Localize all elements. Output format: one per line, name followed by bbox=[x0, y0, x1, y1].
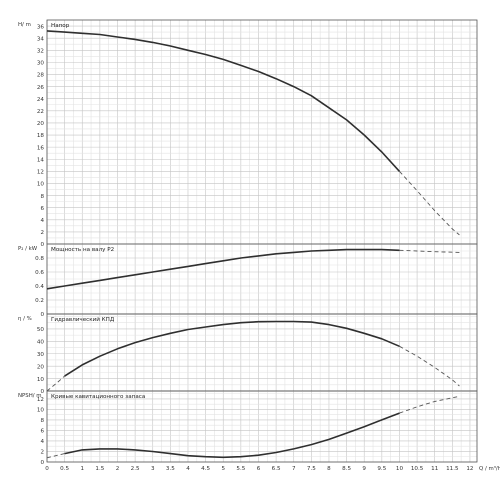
x-tick-label: 2.5 bbox=[131, 466, 140, 472]
y-tick-label: 24 bbox=[37, 97, 45, 103]
y-axis-label: NPSH/ m bbox=[18, 393, 42, 399]
y-tick-label: 12 bbox=[37, 170, 44, 176]
panel-frame bbox=[46, 313, 478, 392]
x-tick-label: 10 bbox=[396, 466, 404, 472]
y-tick-label: 8 bbox=[40, 418, 44, 424]
y-tick-label: 30 bbox=[37, 352, 45, 358]
y-tick-label: 0.6 bbox=[35, 270, 44, 276]
y-axis-label: η / % bbox=[18, 316, 32, 322]
y-tick-label: 0 bbox=[40, 389, 44, 395]
series-line-solid bbox=[46, 248, 400, 290]
x-tick-label: 4.5 bbox=[201, 466, 210, 472]
x-tick-label: 3 bbox=[151, 466, 155, 472]
y-tick-label: 0.4 bbox=[35, 284, 44, 290]
y-tick-label: 34 bbox=[37, 36, 45, 42]
y-tick-label: 10 bbox=[37, 408, 45, 414]
x-tick-label: 8.5 bbox=[342, 466, 351, 472]
y-tick-label: 0.8 bbox=[35, 256, 44, 262]
y-tick-label: 6 bbox=[40, 429, 44, 435]
y-tick-label: 0.2 bbox=[35, 298, 44, 304]
x-tick-label: 11 bbox=[431, 466, 439, 472]
y-tick-label: 4 bbox=[40, 439, 44, 445]
series-line-solid bbox=[64, 412, 400, 459]
y-tick-label: 32 bbox=[37, 48, 44, 54]
x-tick-label: 1 bbox=[80, 466, 84, 472]
y-tick-label: 2 bbox=[40, 450, 44, 456]
series-line-dashed bbox=[399, 345, 460, 387]
y-tick-label: 30 bbox=[37, 61, 45, 67]
x-tick-label: 5 bbox=[221, 466, 225, 472]
y-tick-label: 20 bbox=[37, 121, 45, 127]
x-tick-label: 11.5 bbox=[446, 466, 459, 472]
series-line-dashed bbox=[399, 395, 460, 414]
y-tick-label: 2 bbox=[40, 230, 44, 236]
y-tick-label: 0 bbox=[40, 312, 44, 318]
panel-frame bbox=[46, 19, 478, 245]
panel-title: Мощность на валу P2 bbox=[51, 247, 114, 253]
x-tick-label: 9 bbox=[362, 466, 366, 472]
y-tick-label: 36 bbox=[37, 24, 45, 30]
x-tick-label: 2 bbox=[116, 466, 120, 472]
series-line-solid bbox=[64, 320, 400, 377]
y-tick-label: 0 bbox=[40, 242, 44, 248]
panel-title: Напор bbox=[51, 23, 70, 29]
y-axis-label: P₂ / kW bbox=[18, 246, 38, 252]
y-tick-label: 28 bbox=[37, 73, 45, 79]
x-tick-label: 6 bbox=[257, 466, 261, 472]
y-tick-label: 26 bbox=[37, 85, 45, 91]
y-tick-label: 22 bbox=[37, 109, 44, 115]
x-tick-label: 0 bbox=[45, 466, 49, 472]
y-tick-label: 6 bbox=[40, 206, 44, 212]
y-axis-label: H/ m bbox=[18, 22, 31, 28]
y-tick-label: 10 bbox=[37, 377, 45, 383]
y-tick-label: 16 bbox=[37, 145, 45, 151]
y-tick-label: 14 bbox=[37, 157, 45, 163]
y-tick-label: 18 bbox=[37, 133, 45, 139]
panel-title: Гидравлический КПД bbox=[51, 316, 115, 323]
x-tick-label: 3.5 bbox=[166, 466, 175, 472]
chart-panel-2: 0 10 20 30 40 50 η / % Гидравлический КПД bbox=[18, 313, 478, 395]
x-tick-label: 5.5 bbox=[236, 466, 245, 472]
y-tick-label: 8 bbox=[40, 194, 44, 200]
series-line-dashed bbox=[399, 249, 460, 253]
x-tick-label: 7.5 bbox=[307, 466, 316, 472]
x-tick-label: 0.5 bbox=[60, 466, 69, 472]
x-tick-label: 4 bbox=[186, 466, 190, 472]
x-tick-label: 8 bbox=[327, 466, 331, 472]
x-tick-label: 1.5 bbox=[95, 466, 104, 472]
y-tick-label: 10 bbox=[37, 182, 45, 188]
series-line-dashed bbox=[399, 171, 460, 236]
y-tick-label: 0 bbox=[40, 460, 44, 466]
panel-frame bbox=[46, 390, 478, 463]
y-tick-label: 12 bbox=[37, 397, 44, 403]
x-tick-label: 12 bbox=[466, 466, 473, 472]
chart-panel-1: 0 0.2 0.4 0.6 0.8 P₂ / kW Мощность на валу P2 bbox=[18, 243, 478, 318]
x-tick-label: 6.5 bbox=[272, 466, 281, 472]
x-tick-label: 10.5 bbox=[411, 466, 424, 472]
series-line-solid bbox=[46, 30, 401, 172]
y-tick-label: 20 bbox=[37, 364, 45, 370]
series-line-dashed bbox=[46, 453, 65, 459]
y-tick-label: 50 bbox=[37, 327, 45, 333]
y-tick-label: 4 bbox=[40, 218, 44, 224]
x-tick-label: 7 bbox=[292, 466, 296, 472]
y-tick-label: 40 bbox=[37, 340, 45, 346]
x-axis-label: Q / m³/h bbox=[479, 465, 500, 472]
panel-title: Кривые кавитационного запаса bbox=[51, 394, 145, 400]
x-tick-label: 9.5 bbox=[377, 466, 386, 472]
